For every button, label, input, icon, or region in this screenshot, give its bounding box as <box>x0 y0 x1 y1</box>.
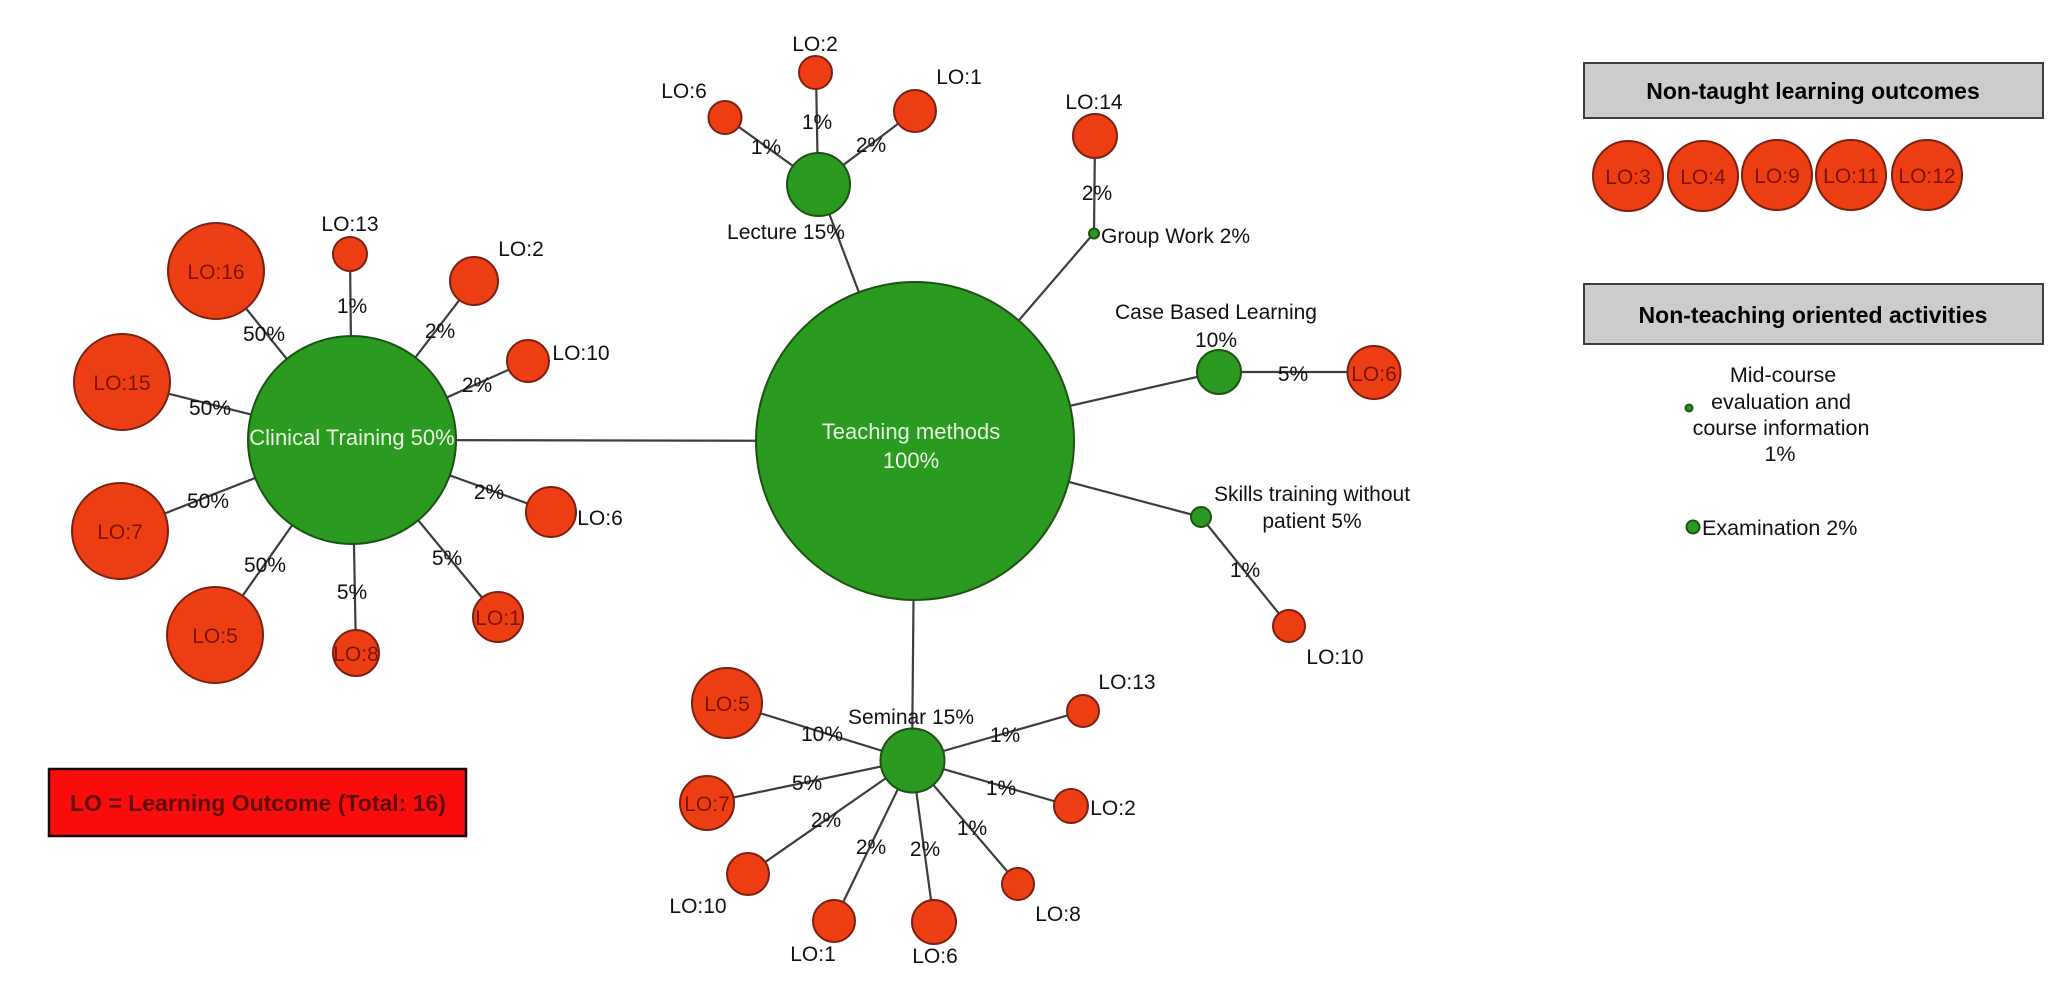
svg-text:LO:8: LO:8 <box>333 643 379 666</box>
svg-text:LO:6: LO:6 <box>912 945 958 968</box>
svg-text:10%: 10% <box>1195 329 1237 352</box>
svg-text:2%: 2% <box>1082 182 1112 205</box>
svg-text:LO:10: LO:10 <box>552 342 609 365</box>
svg-text:5%: 5% <box>792 772 822 795</box>
svg-text:LO:16: LO:16 <box>187 261 244 284</box>
svg-text:1%: 1% <box>751 136 781 159</box>
svg-text:patient 5%: patient 5% <box>1262 510 1361 533</box>
svg-text:Skills training without: Skills training without <box>1214 483 1410 506</box>
svg-text:LO:13: LO:13 <box>1098 671 1155 694</box>
svg-text:LO:1: LO:1 <box>475 607 521 630</box>
svg-text:LO:6: LO:6 <box>1351 363 1397 386</box>
svg-text:LO:11: LO:11 <box>1823 165 1879 188</box>
svg-text:course information: course information <box>1693 416 1870 440</box>
svg-text:LO:6: LO:6 <box>577 507 623 530</box>
svg-text:2%: 2% <box>910 838 940 861</box>
svg-text:2%: 2% <box>462 374 492 397</box>
svg-text:LO:6: LO:6 <box>661 80 707 103</box>
svg-text:1%: 1% <box>1230 559 1260 582</box>
svg-text:50%: 50% <box>189 397 231 420</box>
svg-text:LO:3: LO:3 <box>1605 166 1651 189</box>
svg-text:50%: 50% <box>243 323 285 346</box>
svg-text:100%: 100% <box>883 448 939 473</box>
svg-text:Lecture 15%: Lecture 15% <box>727 221 845 244</box>
svg-text:1%: 1% <box>337 295 367 318</box>
svg-text:LO:13: LO:13 <box>321 213 378 236</box>
svg-text:1%: 1% <box>957 817 987 840</box>
svg-text:Clinical Training 50%: Clinical Training 50% <box>249 425 454 450</box>
svg-text:LO:8: LO:8 <box>1035 903 1081 926</box>
svg-text:LO:1: LO:1 <box>790 943 836 966</box>
svg-text:5%: 5% <box>432 547 462 570</box>
svg-text:LO:10: LO:10 <box>669 895 726 918</box>
svg-text:Seminar 15%: Seminar 15% <box>848 706 974 729</box>
svg-text:50%: 50% <box>187 490 229 513</box>
svg-text:LO:7: LO:7 <box>97 521 143 544</box>
svg-text:1%: 1% <box>986 777 1016 800</box>
svg-text:10%: 10% <box>801 723 843 746</box>
svg-text:LO:7: LO:7 <box>684 793 730 816</box>
svg-text:evaluation and: evaluation and <box>1711 390 1851 414</box>
svg-text:LO:12: LO:12 <box>1898 165 1955 188</box>
svg-text:2%: 2% <box>474 481 504 504</box>
svg-text:Group Work 2%: Group Work 2% <box>1101 225 1250 248</box>
svg-text:5%: 5% <box>337 581 367 604</box>
svg-text:LO:2: LO:2 <box>792 33 838 56</box>
svg-text:5%: 5% <box>1278 363 1308 386</box>
svg-text:Non-taught learning outcomes: Non-taught learning outcomes <box>1646 78 1980 104</box>
svg-text:Non-teaching oriented activiti: Non-teaching oriented activities <box>1639 302 1988 328</box>
svg-text:50%: 50% <box>244 554 286 577</box>
svg-text:Teaching methods: Teaching methods <box>822 419 1001 444</box>
svg-text:1%: 1% <box>1764 442 1795 466</box>
svg-text:LO:14: LO:14 <box>1065 91 1123 114</box>
svg-text:2%: 2% <box>425 320 455 343</box>
svg-text:LO:2: LO:2 <box>1090 797 1136 820</box>
svg-text:2%: 2% <box>856 836 886 859</box>
svg-text:Mid-course: Mid-course <box>1730 363 1836 387</box>
svg-text:2%: 2% <box>856 134 886 157</box>
svg-text:LO:5: LO:5 <box>704 693 750 716</box>
svg-text:2%: 2% <box>811 809 841 832</box>
svg-text:LO:9: LO:9 <box>1754 165 1800 188</box>
svg-text:LO:4: LO:4 <box>1680 166 1726 189</box>
svg-text:Case Based Learning: Case Based Learning <box>1115 301 1317 324</box>
svg-text:LO:1: LO:1 <box>936 66 982 89</box>
svg-text:Examination 2%: Examination 2% <box>1702 516 1857 540</box>
svg-text:1%: 1% <box>990 724 1020 747</box>
svg-text:LO:5: LO:5 <box>192 625 238 648</box>
svg-text:LO:15: LO:15 <box>93 372 150 395</box>
svg-text:LO:2: LO:2 <box>498 238 544 261</box>
svg-text:LO:10: LO:10 <box>1306 646 1363 669</box>
svg-text:LO = Learning Outcome (Total:: LO = Learning Outcome (Total: 16) <box>70 790 446 816</box>
svg-text:1%: 1% <box>802 111 832 134</box>
